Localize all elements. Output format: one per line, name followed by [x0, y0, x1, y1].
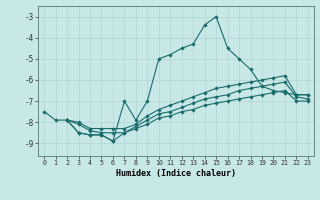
- X-axis label: Humidex (Indice chaleur): Humidex (Indice chaleur): [116, 169, 236, 178]
